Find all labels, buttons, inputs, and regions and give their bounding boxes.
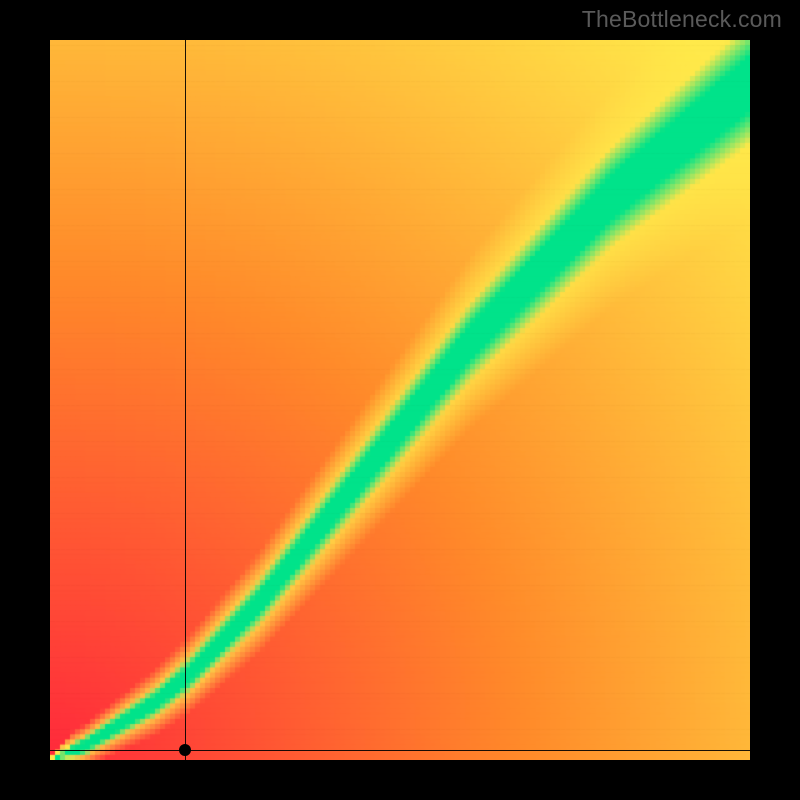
chart-container: TheBottleneck.com xyxy=(0,0,800,800)
crosshair-vertical xyxy=(185,40,186,760)
data-point-marker xyxy=(179,744,191,756)
crosshair-horizontal xyxy=(50,750,750,751)
heatmap-plot xyxy=(50,40,750,760)
attribution-label: TheBottleneck.com xyxy=(582,6,782,33)
heatmap-canvas xyxy=(50,40,750,760)
